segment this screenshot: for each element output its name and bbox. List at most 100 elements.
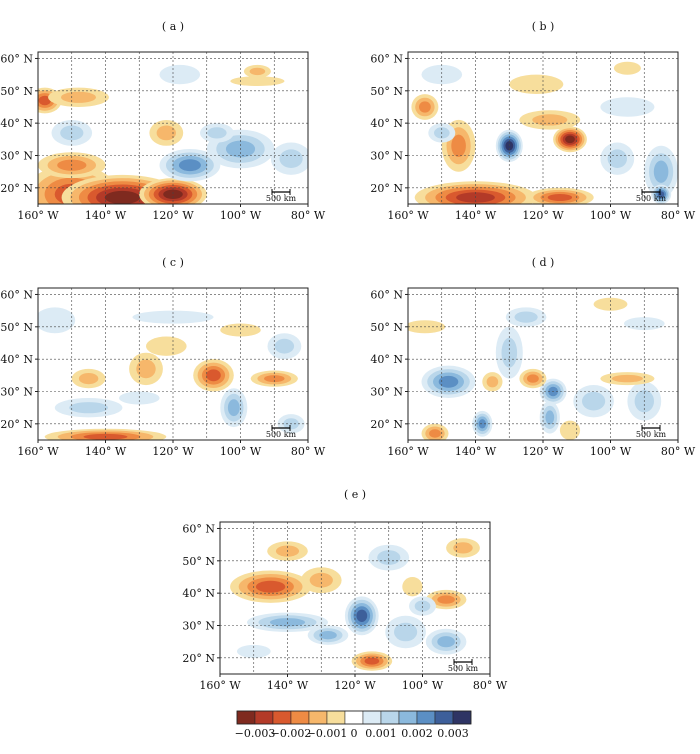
map-panel-a: ( a ) 160° W 140° W 120° W 100° W 80° W 60° N 5… [0, 20, 325, 222]
anomaly-cell [600, 142, 635, 175]
anomaly-cell [505, 307, 547, 327]
contour-level [607, 149, 627, 168]
x-tick-label: 120° W [152, 209, 194, 222]
y-tick-label: 30° N [0, 149, 33, 162]
anomaly-cell [559, 420, 581, 440]
contour-level [104, 190, 141, 204]
colorbar: −0.003−0.002−0.001 0 0.001 0.002 0.003 [235, 710, 472, 740]
anomaly-cell [243, 64, 271, 78]
contour-level [421, 64, 463, 85]
graticule [408, 52, 678, 204]
anomaly-cell [230, 76, 285, 86]
y-tick-label: 40° N [370, 117, 403, 130]
y-tick-label: 30° N [370, 149, 403, 162]
anomaly-cell [351, 651, 393, 671]
y-tick-label: 50° N [0, 85, 33, 98]
scale-bar: 500 km [266, 425, 297, 439]
scale-bar-label: 500 km [448, 664, 479, 673]
anomaly-cell [220, 388, 248, 428]
contour-level [78, 373, 99, 385]
anomaly-cell [385, 615, 426, 649]
panel-label: ( b ) [532, 20, 555, 33]
contour-level [532, 114, 568, 126]
contour-level [264, 375, 285, 383]
anomaly-cell [402, 577, 423, 597]
scale-bar-label: 500 km [636, 430, 667, 439]
colorbar-swatch [344, 710, 364, 725]
contour-level [146, 336, 187, 356]
contour-level [178, 159, 201, 172]
contour-level [613, 61, 641, 75]
contour-level [438, 375, 459, 388]
contour-level [582, 391, 606, 411]
contour-level [274, 338, 295, 354]
x-tick-label: 120° W [522, 445, 564, 458]
anomaly-cell [146, 336, 187, 356]
contour-level [38, 307, 76, 334]
panel-label: ( e ) [344, 488, 366, 501]
x-tick-label: 160° W [17, 209, 59, 222]
colorbar-tick-label: 0 [351, 727, 358, 740]
colorbar-swatch [236, 710, 256, 725]
graticule [38, 288, 308, 440]
panel-label: ( a ) [162, 20, 184, 33]
contour-level [156, 125, 176, 141]
anomaly-cell [651, 184, 672, 204]
anomaly-cell [472, 410, 493, 437]
map-panel-d: ( d ) 160° W 140° W 120° W 100° W 80° W 60° N 5… [370, 256, 695, 458]
contour-level [227, 399, 240, 417]
colorbar-swatch [434, 710, 454, 725]
anomaly-cell [270, 142, 308, 175]
map-panel-b: ( b ) 160° W 140° W 120° W 100° W 80° W 60° N 5… [370, 20, 695, 222]
map-panels: ( a ) 160° W 140° W 120° W 100° W 80° W 60° N 5… [0, 20, 695, 692]
x-tick-label: 160° W [17, 445, 59, 458]
panel-label: ( d ) [532, 256, 555, 269]
x-tick-label: 100° W [590, 445, 632, 458]
colorbar-swatch [308, 710, 328, 725]
contour-level [624, 317, 665, 331]
panel-label: ( c ) [162, 256, 184, 269]
x-tick-label: 140° W [267, 679, 309, 692]
contour-level [559, 420, 581, 440]
colorbar-tick-label: 0.003 [437, 727, 469, 740]
y-tick-label: 60° N [182, 522, 215, 535]
anomaly-cell [421, 64, 463, 85]
colorbar-tick-label: −0.001 [307, 727, 348, 740]
x-tick-label: 160° W [199, 679, 241, 692]
colorbar-swatch [290, 710, 310, 725]
contour-level [356, 609, 368, 622]
colorbar-swatch [254, 710, 274, 725]
anomaly-cell [267, 333, 302, 360]
y-tick-label: 20° N [370, 418, 403, 431]
contour-level [136, 359, 156, 379]
anomaly-cell [519, 110, 581, 130]
anomaly-cell [344, 596, 379, 636]
contour-level [611, 374, 643, 383]
contour-level [279, 149, 303, 168]
y-tick-label: 50° N [182, 555, 215, 568]
map-panel-c: ( c ) 160° W 140° W 120° W 100° W 80° W 60° N 5… [0, 256, 325, 458]
contour-level [514, 311, 538, 323]
scale-bar: 500 km [636, 425, 667, 439]
anomaly-cell [149, 119, 184, 146]
contour-level [437, 595, 455, 604]
anomaly-cell [553, 126, 587, 153]
contour-level [451, 134, 466, 157]
scale-bar: 500 km [266, 189, 297, 203]
y-tick-label: 20° N [0, 418, 33, 431]
x-tick-label: 120° W [152, 445, 194, 458]
contour-level [38, 95, 51, 106]
contour-level [206, 369, 221, 382]
anomaly-cell [200, 123, 234, 143]
contour-level [453, 542, 473, 554]
anomaly-cell [573, 385, 614, 418]
x-tick-label: 120° W [334, 679, 376, 692]
scale-bar: 500 km [636, 189, 667, 203]
anomaly-cell [250, 370, 298, 387]
contour-level [527, 374, 539, 383]
colorbar-tick-label: −0.003 [235, 727, 276, 740]
anomaly-cell [411, 94, 439, 120]
y-tick-label: 40° N [0, 353, 33, 366]
y-tick-label: 30° N [0, 385, 33, 398]
